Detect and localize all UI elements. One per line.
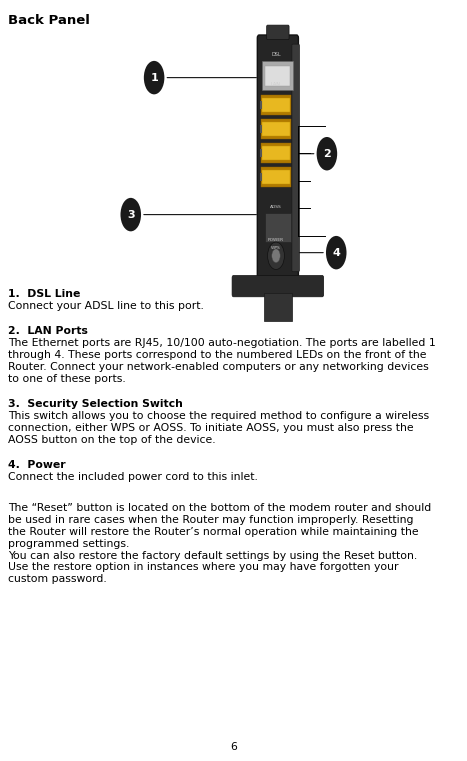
FancyBboxPatch shape (264, 293, 292, 321)
FancyBboxPatch shape (262, 61, 293, 90)
Text: through 4. These ports correspond to the numbered LEDs on the front of the: through 4. These ports correspond to the… (8, 350, 427, 360)
FancyBboxPatch shape (257, 35, 298, 281)
FancyBboxPatch shape (261, 119, 291, 139)
FancyBboxPatch shape (261, 95, 291, 115)
Circle shape (120, 198, 141, 231)
Circle shape (268, 242, 284, 269)
Text: be used in rare cases when the Router may function improperly. Resetting: be used in rare cases when the Router ma… (8, 515, 414, 525)
FancyBboxPatch shape (260, 149, 262, 157)
Text: 3.  Security Selection Switch: 3. Security Selection Switch (8, 399, 183, 409)
Text: 4: 4 (333, 247, 340, 258)
Text: LAN: LAN (271, 82, 281, 87)
Text: Back Panel: Back Panel (8, 14, 90, 27)
FancyBboxPatch shape (292, 44, 299, 272)
Text: POWER: POWER (268, 238, 284, 242)
Text: Connect your ADSL line to this port.: Connect your ADSL line to this port. (8, 301, 204, 311)
FancyBboxPatch shape (262, 146, 290, 161)
FancyBboxPatch shape (260, 173, 262, 181)
Text: AOSS: AOSS (270, 205, 282, 209)
Text: to one of these ports.: to one of these ports. (8, 374, 126, 384)
Text: 1.  DSL Line: 1. DSL Line (8, 289, 81, 299)
FancyBboxPatch shape (267, 25, 289, 40)
Text: This switch allows you to choose the required method to configure a wireless: This switch allows you to choose the req… (8, 411, 430, 421)
FancyBboxPatch shape (260, 125, 262, 133)
Text: the Router will restore the Router’s normal operation while maintaining the: the Router will restore the Router’s nor… (8, 527, 419, 537)
FancyBboxPatch shape (265, 65, 290, 85)
FancyBboxPatch shape (261, 167, 291, 186)
Text: Router. Connect your network-enabled computers or any networking devices: Router. Connect your network-enabled com… (8, 361, 429, 372)
Text: DSL: DSL (271, 53, 281, 57)
Text: custom password.: custom password. (8, 574, 107, 584)
FancyBboxPatch shape (262, 98, 290, 113)
Text: You can also restore the factory default settings by using the Reset button.: You can also restore the factory default… (8, 551, 417, 561)
FancyBboxPatch shape (260, 101, 262, 109)
Text: 4.  Power: 4. Power (8, 460, 66, 470)
FancyBboxPatch shape (262, 123, 290, 136)
Circle shape (326, 236, 347, 269)
Text: 6: 6 (230, 742, 237, 752)
FancyBboxPatch shape (232, 275, 324, 297)
Text: Connect the included power cord to this inlet.: Connect the included power cord to this … (8, 472, 258, 482)
Circle shape (272, 249, 280, 263)
FancyBboxPatch shape (265, 213, 291, 242)
FancyBboxPatch shape (261, 143, 291, 163)
Text: 3: 3 (127, 209, 134, 220)
Text: The “Reset” button is located on the bottom of the modem router and should: The “Reset” button is located on the bot… (8, 504, 432, 514)
Text: WPS: WPS (271, 247, 281, 250)
Text: 2: 2 (323, 148, 331, 159)
Text: 1: 1 (150, 72, 158, 83)
Text: AOSS button on the top of the device.: AOSS button on the top of the device. (8, 435, 216, 444)
Text: programmed settings.: programmed settings. (8, 539, 130, 549)
Text: The Ethernet ports are RJ45, 10/100 auto-negotiation. The ports are labelled 1: The Ethernet ports are RJ45, 10/100 auto… (8, 338, 436, 349)
Text: 2.  LAN Ports: 2. LAN Ports (8, 326, 88, 336)
Text: connection, either WPS or AOSS. To initiate AOSS, you must also press the: connection, either WPS or AOSS. To initi… (8, 422, 414, 433)
Circle shape (144, 61, 164, 94)
Circle shape (317, 137, 337, 170)
FancyBboxPatch shape (262, 170, 290, 184)
Text: Use the restore option in instances where you may have forgotten your: Use the restore option in instances wher… (8, 562, 399, 572)
